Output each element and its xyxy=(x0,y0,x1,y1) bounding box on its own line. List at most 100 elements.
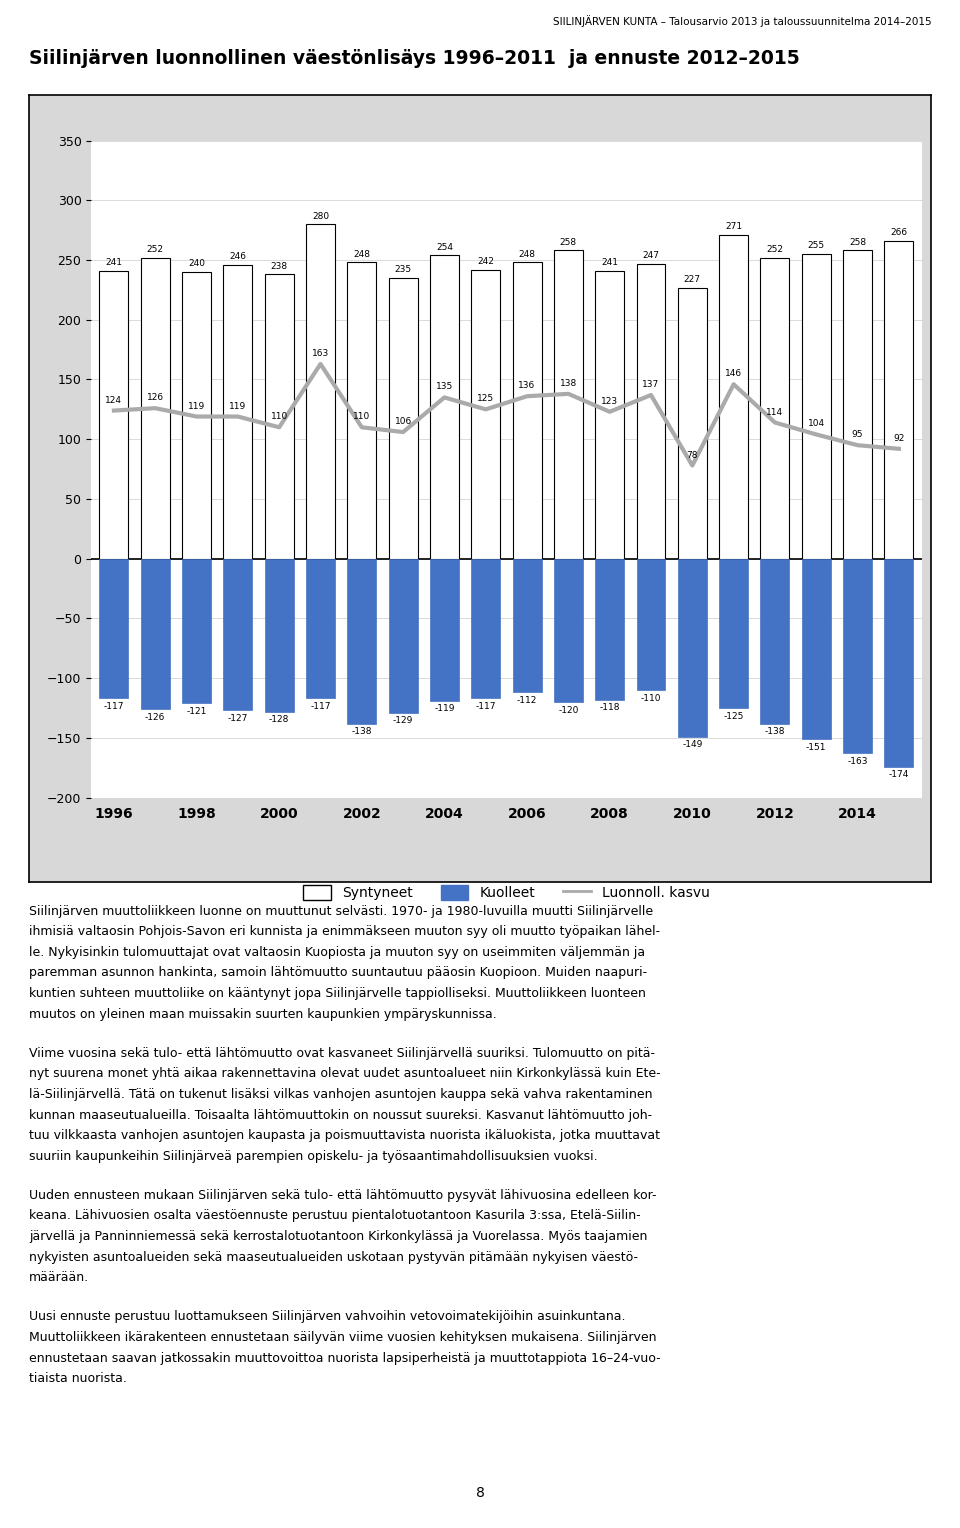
Text: -117: -117 xyxy=(310,701,331,711)
Text: -110: -110 xyxy=(640,694,661,703)
Text: 78: 78 xyxy=(686,451,698,460)
Text: järvellä ja Panninniemessä sekä kerrostalotuotantoon Kirkonkylässä ja Vuorelassa: järvellä ja Panninniemessä sekä kerrosta… xyxy=(29,1230,647,1244)
Text: tuu vilkkaasta vanhojen asuntojen kaupasta ja poismuuttavista nuorista ikäluokis: tuu vilkkaasta vanhojen asuntojen kaupas… xyxy=(29,1129,660,1143)
Text: -163: -163 xyxy=(848,756,868,766)
Text: paremman asunnon hankinta, samoin lähtömuutto suuntautuu pääosin Kuopioon. Muide: paremman asunnon hankinta, samoin lähtöm… xyxy=(29,967,647,979)
Bar xyxy=(636,264,665,559)
Text: 258: 258 xyxy=(849,238,866,248)
Bar xyxy=(719,235,748,559)
Bar xyxy=(430,559,459,701)
Text: ihmisiä valtaosin Pohjois-Savon eri kunnista ja enimmäkseen muuton syy oli muutt: ihmisiä valtaosin Pohjois-Savon eri kunn… xyxy=(29,926,660,938)
Bar xyxy=(100,559,129,698)
Text: 137: 137 xyxy=(642,380,660,390)
Bar xyxy=(843,559,872,753)
Bar xyxy=(678,559,707,736)
Bar xyxy=(182,272,211,559)
Text: 114: 114 xyxy=(766,408,783,417)
Text: muutos on yleinen maan muissakin suurten kaupunkien ympäryskunnissa.: muutos on yleinen maan muissakin suurten… xyxy=(29,1008,496,1021)
Bar xyxy=(678,287,707,559)
Text: -129: -129 xyxy=(393,717,414,726)
Bar xyxy=(595,270,624,559)
Text: 271: 271 xyxy=(725,223,742,231)
Bar xyxy=(430,255,459,559)
Text: 246: 246 xyxy=(229,252,247,261)
Text: -117: -117 xyxy=(475,701,496,711)
Text: 106: 106 xyxy=(395,417,412,426)
Text: -126: -126 xyxy=(145,712,165,721)
Bar xyxy=(802,254,830,559)
Bar xyxy=(389,559,418,712)
Bar xyxy=(100,270,129,559)
Text: -120: -120 xyxy=(558,706,579,715)
Bar xyxy=(843,251,872,559)
Bar xyxy=(760,559,789,724)
Bar xyxy=(802,559,830,740)
Text: -128: -128 xyxy=(269,715,289,724)
Text: 95: 95 xyxy=(852,431,863,439)
Text: 254: 254 xyxy=(436,243,453,252)
Text: -138: -138 xyxy=(351,727,372,736)
Bar xyxy=(884,559,913,767)
Text: -125: -125 xyxy=(724,712,744,721)
Text: 136: 136 xyxy=(518,382,536,390)
Text: -118: -118 xyxy=(599,703,620,712)
Text: 252: 252 xyxy=(766,244,783,254)
Bar xyxy=(719,559,748,707)
Bar xyxy=(595,559,624,700)
Text: 146: 146 xyxy=(725,370,742,379)
Text: 119: 119 xyxy=(188,402,205,411)
Text: Uuden ennusteen mukaan Siilinjärven sekä tulo- että lähtömuutto pysyvät lähivuos: Uuden ennusteen mukaan Siilinjärven sekä… xyxy=(29,1189,657,1203)
Text: 266: 266 xyxy=(890,228,907,237)
Bar xyxy=(554,251,583,559)
Text: 125: 125 xyxy=(477,394,494,403)
Text: 119: 119 xyxy=(229,402,247,411)
Bar xyxy=(513,559,541,692)
Text: 163: 163 xyxy=(312,348,329,358)
Bar xyxy=(471,269,500,559)
Text: 240: 240 xyxy=(188,260,205,269)
Text: 238: 238 xyxy=(271,261,288,270)
Bar xyxy=(141,258,170,559)
Text: -127: -127 xyxy=(228,714,248,723)
Bar xyxy=(265,275,294,559)
Bar xyxy=(554,559,583,701)
Bar xyxy=(348,559,376,724)
Text: määrään.: määrään. xyxy=(29,1271,89,1285)
Text: tiaista nuorista.: tiaista nuorista. xyxy=(29,1372,127,1386)
Text: -174: -174 xyxy=(889,770,909,779)
Text: -117: -117 xyxy=(104,701,124,711)
Bar xyxy=(306,559,335,698)
Text: 248: 248 xyxy=(353,251,371,258)
Legend: Syntyneet, Kuolleet, Luonnoll. kasvu: Syntyneet, Kuolleet, Luonnoll. kasvu xyxy=(298,880,715,906)
Text: kunnan maaseutualueilla. Toisaalta lähtömuuttokin on noussut suureksi. Kasvanut : kunnan maaseutualueilla. Toisaalta lähtö… xyxy=(29,1109,652,1122)
Text: SIILINJÄRVEN KUNTA – Talousarvio 2013 ja taloussuunnitelma 2014–2015: SIILINJÄRVEN KUNTA – Talousarvio 2013 ja… xyxy=(553,15,931,28)
Text: 126: 126 xyxy=(147,393,164,402)
Text: 241: 241 xyxy=(601,258,618,267)
Text: 248: 248 xyxy=(518,251,536,258)
Text: 280: 280 xyxy=(312,211,329,220)
Text: -119: -119 xyxy=(434,704,455,714)
Text: Siilinjärven luonnollinen väestönlisäys 1996–2011  ja ennuste 2012–2015: Siilinjärven luonnollinen väestönlisäys … xyxy=(29,49,800,67)
Text: Uusi ennuste perustuu luottamukseen Siilinjärven vahvoihin vetovoimatekijöihin a: Uusi ennuste perustuu luottamukseen Siil… xyxy=(29,1311,625,1323)
Bar xyxy=(182,559,211,703)
Text: 241: 241 xyxy=(106,258,123,267)
Text: -151: -151 xyxy=(806,743,827,752)
Text: nykyisten asuntoalueiden sekä maaseutualueiden uskotaan pystyvän pitämään nykyis: nykyisten asuntoalueiden sekä maaseutual… xyxy=(29,1251,637,1264)
Bar xyxy=(306,225,335,559)
Text: keana. Lähivuosien osalta väestöennuste perustuu pientalotuotantoon Kasurila 3:s: keana. Lähivuosien osalta väestöennuste … xyxy=(29,1210,640,1222)
Bar xyxy=(389,278,418,559)
Bar xyxy=(224,264,252,559)
Bar xyxy=(884,241,913,559)
Text: 138: 138 xyxy=(560,379,577,388)
Bar xyxy=(636,559,665,691)
Text: 104: 104 xyxy=(807,420,825,428)
Text: -112: -112 xyxy=(516,697,538,704)
Text: 135: 135 xyxy=(436,382,453,391)
Text: Siilinjärven muuttoliikkeen luonne on muuttunut selvästi. 1970- ja 1980-luvuilla: Siilinjärven muuttoliikkeen luonne on mu… xyxy=(29,905,653,918)
Text: -121: -121 xyxy=(186,707,206,715)
Bar xyxy=(760,258,789,559)
Text: 235: 235 xyxy=(395,266,412,275)
Bar xyxy=(348,263,376,559)
Text: 247: 247 xyxy=(642,251,660,260)
Text: 252: 252 xyxy=(147,244,164,254)
